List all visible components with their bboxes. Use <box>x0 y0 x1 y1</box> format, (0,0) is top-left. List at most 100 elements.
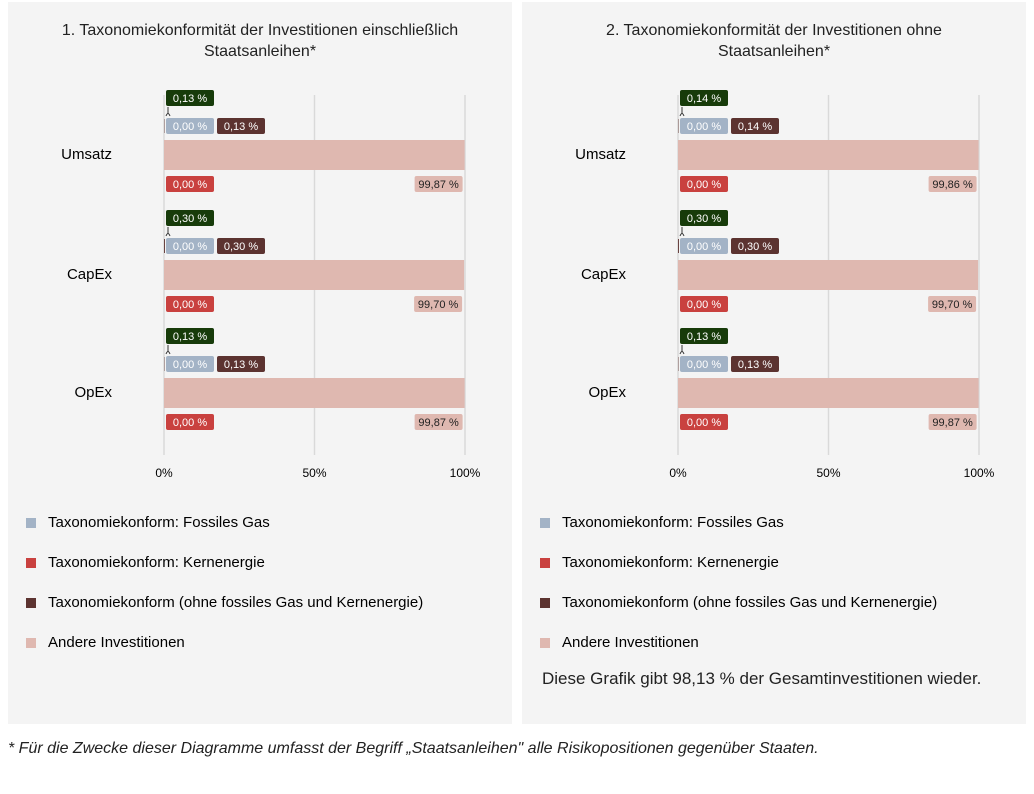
chart-panel: 1. Taxonomiekonformität der Investitione… <box>8 2 512 724</box>
data-label-box <box>166 356 214 372</box>
data-label-box <box>928 296 977 312</box>
bar <box>164 378 465 408</box>
x-tick-label: 100% <box>450 466 481 480</box>
total-label-box <box>166 328 214 344</box>
total-connector <box>165 107 171 117</box>
data-label: 99,87 % <box>932 417 973 429</box>
data-label: 0,00 % <box>687 359 721 371</box>
data-label-box <box>928 414 977 430</box>
total-label-box <box>680 328 728 344</box>
legend-label: Taxonomiekonform: Kernenergie <box>562 554 779 571</box>
data-label-box <box>166 176 214 192</box>
legend-swatch <box>26 598 36 608</box>
x-tick-label: 100% <box>964 466 995 480</box>
data-label-box <box>731 356 779 372</box>
y-tick-label: OpEx <box>588 384 626 401</box>
data-label-box <box>731 118 779 134</box>
data-label-box <box>166 414 214 430</box>
data-label-box <box>680 296 728 312</box>
bar <box>164 260 465 290</box>
total-label: 0,30 % <box>173 213 207 225</box>
data-label: 0,00 % <box>173 241 207 253</box>
data-label: 0,00 % <box>173 179 207 191</box>
bar <box>678 260 979 290</box>
note: Diese Grafik gibt 98,13 % der Gesamtinve… <box>542 669 982 688</box>
x-tick-label: 0% <box>155 466 173 480</box>
total-connector <box>679 345 685 355</box>
y-tick-label: Umsatz <box>575 146 626 163</box>
total-label-box <box>166 210 214 226</box>
data-label: 0,00 % <box>173 299 207 311</box>
y-tick-label: CapEx <box>581 266 627 283</box>
legend-label: Taxonomiekonform: Fossiles Gas <box>562 514 784 531</box>
legend-label: Taxonomiekonform: Fossiles Gas <box>48 514 270 531</box>
data-label: 0,14 % <box>738 121 772 133</box>
data-label: 0,13 % <box>224 121 258 133</box>
data-label-box <box>680 238 728 254</box>
footnote: * Für die Zwecke dieser Diagramme umfass… <box>8 740 819 757</box>
total-label: 0,30 % <box>687 213 721 225</box>
bar <box>164 239 165 253</box>
data-label: 0,00 % <box>173 121 207 133</box>
legend-label: Taxonomiekonform (ohne fossiles Gas und … <box>562 594 937 611</box>
chart-title: 2. Taxonomiekonformität der Investitione… <box>606 22 942 60</box>
legend-label: Taxonomiekonform (ohne fossiles Gas und … <box>48 594 423 611</box>
x-tick-label: 0% <box>669 466 687 480</box>
data-label: 99,70 % <box>932 299 973 311</box>
chart: 0% 50% 100% Umsatz 0,00 % 0,13 % 0,00 % 99,87 %… <box>26 90 481 651</box>
data-label-box <box>414 296 463 312</box>
data-label: 0,00 % <box>687 179 721 191</box>
data-label: 99,87 % <box>418 417 459 429</box>
data-label-box <box>166 238 214 254</box>
total-label-box <box>166 90 214 106</box>
data-label: 0,13 % <box>224 359 258 371</box>
data-label-box <box>217 118 265 134</box>
y-tick-label: Umsatz <box>61 146 112 163</box>
data-label-box <box>217 238 265 254</box>
data-label: 0,00 % <box>687 299 721 311</box>
data-label: 0,30 % <box>224 241 258 253</box>
data-label-box <box>414 414 463 430</box>
total-label-box <box>680 210 728 226</box>
chart-title: 1. Taxonomiekonformität der Investitione… <box>61 22 459 60</box>
legend-swatch <box>540 638 550 648</box>
x-tick-label: 50% <box>302 466 326 480</box>
legend-swatch <box>540 518 550 528</box>
data-label-box <box>731 238 779 254</box>
data-label: 0,00 % <box>687 121 721 133</box>
data-label: 0,00 % <box>687 241 721 253</box>
total-label: 0,13 % <box>687 331 721 343</box>
chart-panel: 2. Taxonomiekonformität der Investitione… <box>522 2 1026 724</box>
total-connector <box>165 227 171 237</box>
data-label-box <box>680 356 728 372</box>
data-label-box <box>680 118 728 134</box>
legend-label: Andere Investitionen <box>48 634 185 651</box>
chart: 0% 50% 100% Umsatz 0,00 % 0,14 % 0,00 % 99,86 %… <box>540 90 995 651</box>
bar <box>164 140 465 170</box>
data-label-box <box>166 118 214 134</box>
legend-label: Andere Investitionen <box>562 634 699 651</box>
data-label-box <box>217 356 265 372</box>
data-label: 99,86 % <box>932 179 973 191</box>
total-label: 0,13 % <box>173 93 207 105</box>
data-label-box <box>166 296 214 312</box>
data-label-box <box>680 176 728 192</box>
data-label: 99,87 % <box>418 179 459 191</box>
legend-swatch <box>540 598 550 608</box>
total-label: 0,13 % <box>173 331 207 343</box>
legend-swatch <box>540 558 550 568</box>
x-tick-label: 50% <box>816 466 840 480</box>
total-label-box <box>680 90 728 106</box>
data-label: 99,70 % <box>418 299 459 311</box>
data-label: 0,00 % <box>173 359 207 371</box>
total-label: 0,14 % <box>687 93 721 105</box>
data-label-box <box>680 414 728 430</box>
total-connector <box>165 345 171 355</box>
data-label: 0,00 % <box>173 417 207 429</box>
data-label: 0,30 % <box>738 241 772 253</box>
bar <box>678 140 979 170</box>
data-label: 0,13 % <box>738 359 772 371</box>
bar <box>678 378 979 408</box>
total-connector <box>679 227 685 237</box>
